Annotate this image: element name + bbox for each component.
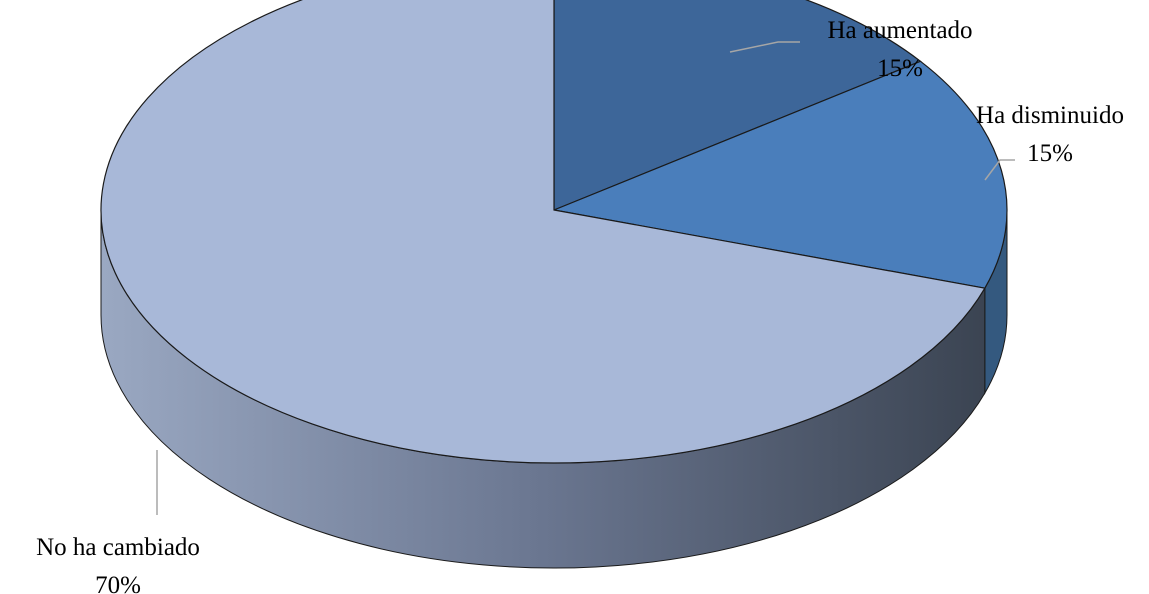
slice-label-no-ha-cambiado: No ha cambiado: [36, 534, 200, 561]
leader-lines: [156, 41, 1015, 515]
pie-top-slices: [100, 0, 1008, 464]
slice-value-ha-disminuido: 15%: [1027, 140, 1073, 167]
leader-line-ha-aumentado: [729, 41, 800, 53]
pie-slice-ha-disminuido: [551, 60, 1008, 289]
pie-slice-no-ha-cambiado: [100, 0, 986, 464]
slice-value-ha-aumentado: 15%: [877, 55, 923, 82]
leader-line-ha-disminuido: [984, 159, 1015, 181]
slice-value-no-ha-cambiado: 70%: [95, 572, 141, 594]
slice-label-ha-disminuido: Ha disminuido: [976, 102, 1124, 129]
slice-label-ha-aumentado: Ha aumentado: [827, 17, 972, 44]
slice-labels: Ha aumentado 15% Ha disminuido 15% No ha cam…: [36, 17, 1124, 594]
pie-slice-ha-aumentado: [553, 0, 922, 211]
